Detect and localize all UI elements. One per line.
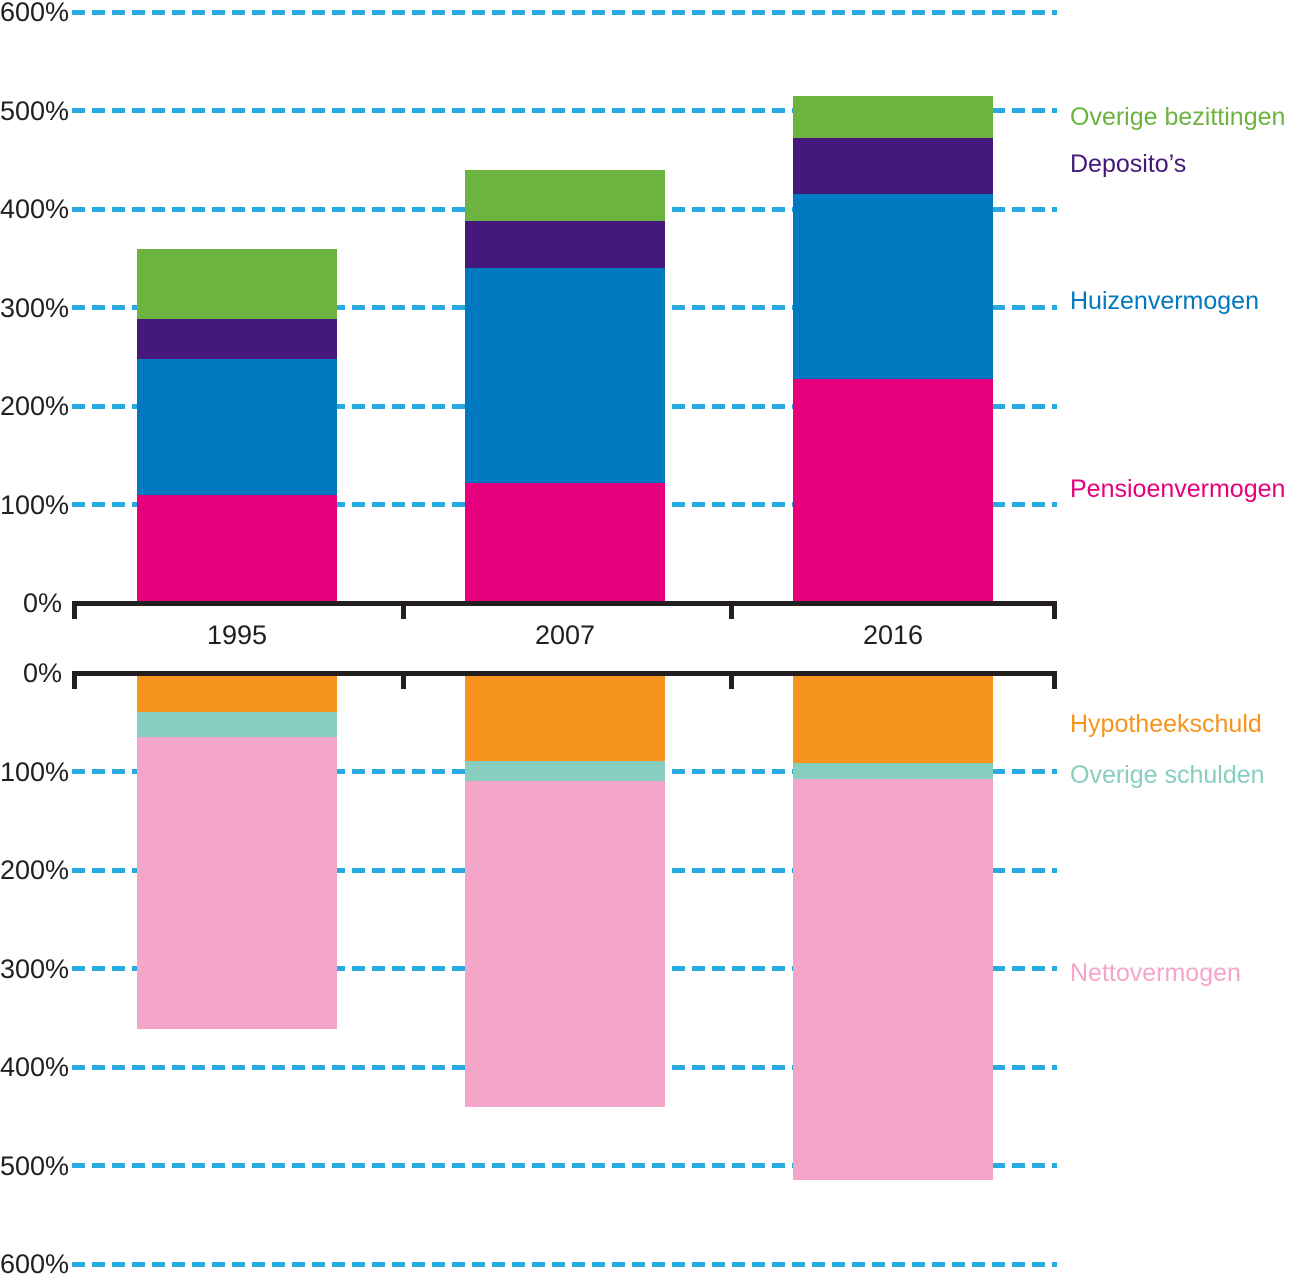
x-axis-tick-debts-networth-3 <box>1052 671 1057 689</box>
bar-segment-pensioenvermogen-2007 <box>465 482 665 603</box>
bar-segment-overige-bezittingen-2016 <box>793 95 993 139</box>
y-axis-tick-label-debts-networth-400pct: 400% <box>0 1052 70 1082</box>
x-axis-tick-debts-networth-0 <box>72 671 77 689</box>
bar-segment-overige-bezittingen-1995 <box>137 249 337 320</box>
y-axis-tick-label-assets-400pct: 400% <box>0 194 70 224</box>
gridline-assets-600pct <box>72 9 1057 15</box>
legend-label-pensioenvermogen: Pensioenvermogen <box>1070 475 1286 503</box>
bar-segment-depositos-2007 <box>465 220 665 269</box>
bar-segment-nettovermogen-2007 <box>465 781 665 1108</box>
bar-segment-depositos-1995 <box>137 319 337 359</box>
y-axis-tick-label-assets-0pct: 0% <box>22 588 62 618</box>
y-axis-tick-label-debts-networth-100pct: 100% <box>0 756 70 787</box>
x-axis-tick-assets-1 <box>400 601 406 619</box>
y-axis-tick-label-debts-networth-500pct: 500% <box>0 1150 70 1181</box>
legend-label-hypotheekschuld: Hypotheekschuld <box>1070 710 1262 738</box>
y-axis-tick-label-debts-networth-600pct: 600% <box>0 1249 70 1279</box>
x-axis-tick-debts-networth-1 <box>400 671 406 689</box>
x-axis-tick-assets-2 <box>729 601 734 619</box>
bar-segment-huizenvermogen-1995 <box>137 358 337 495</box>
x-axis-label-2007: 2007 <box>534 620 596 650</box>
x-axis-debts-networth <box>72 671 1057 676</box>
x-axis-assets <box>72 601 1057 606</box>
legend-label-overige-schulden: Overige schulden <box>1070 761 1265 789</box>
bar-segment-pensioenvermogen-2016 <box>793 379 993 603</box>
bar-segment-overige-bezittingen-2007 <box>465 169 665 221</box>
bar-segment-hypotheekschuld-2016 <box>793 673 993 763</box>
y-axis-tick-label-assets-500pct: 500% <box>0 95 70 126</box>
y-axis-tick-label-debts-networth-0pct: 0% <box>22 658 62 688</box>
gridline-debts-networth-500pct <box>72 1163 1057 1168</box>
bar-segment-depositos-2016 <box>793 138 993 195</box>
bar-segment-huizenvermogen-2007 <box>465 268 665 483</box>
legend-label-overige-bezittingen: Overige bezittingen <box>1070 103 1286 131</box>
bar-segment-overige-schulden-1995 <box>137 712 337 738</box>
bar-segment-overige-schulden-2016 <box>793 762 993 780</box>
gridline-debts-networth-600pct <box>72 1261 1057 1267</box>
legend-label-huizenvermogen: Huizenvermogen <box>1070 287 1259 315</box>
bar-segment-hypotheekschuld-2007 <box>465 673 665 761</box>
y-axis-tick-label-assets-300pct: 300% <box>0 292 70 323</box>
bar-segment-nettovermogen-2016 <box>793 779 993 1181</box>
x-axis-tick-debts-networth-2 <box>729 671 734 689</box>
x-axis-tick-assets-3 <box>1052 601 1057 619</box>
x-axis-label-1995: 1995 <box>206 620 268 650</box>
x-axis-label-2016: 2016 <box>862 620 924 650</box>
legend-label-depositos: Deposito’s <box>1070 150 1187 178</box>
legend-label-nettovermogen: Nettovermogen <box>1070 959 1241 987</box>
bar-segment-huizenvermogen-2016 <box>793 194 993 380</box>
y-axis-tick-label-assets-100pct: 100% <box>0 489 70 520</box>
bar-segment-hypotheekschuld-1995 <box>137 673 337 713</box>
gridline-assets-500pct <box>72 108 1057 113</box>
y-axis-tick-label-assets-200pct: 200% <box>0 391 70 421</box>
y-axis-tick-label-debts-networth-200pct: 200% <box>0 855 70 885</box>
bar-segment-overige-schulden-2007 <box>465 760 665 782</box>
x-axis-tick-assets-0 <box>72 601 77 619</box>
bar-segment-pensioenvermogen-1995 <box>137 494 337 603</box>
bar-segment-nettovermogen-1995 <box>137 737 337 1029</box>
y-axis-tick-label-debts-networth-300pct: 300% <box>0 953 70 984</box>
y-axis-tick-label-assets-600pct: 600% <box>0 0 70 27</box>
